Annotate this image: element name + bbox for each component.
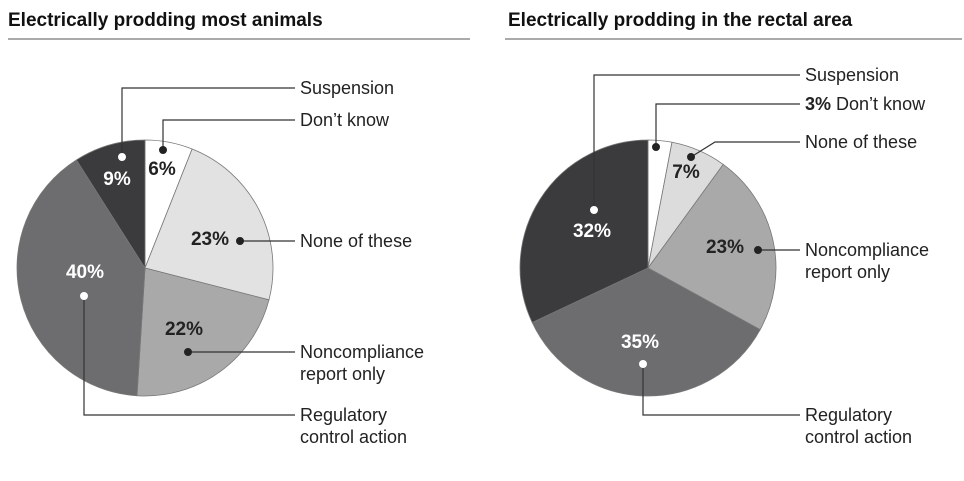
category-label: None of these bbox=[805, 131, 955, 153]
leader-dot bbox=[652, 143, 660, 151]
category-name: Noncompliance report only bbox=[805, 240, 930, 282]
pie-slice bbox=[647, 163, 777, 331]
category-name: Don’t know bbox=[836, 94, 926, 114]
leader-dot bbox=[590, 206, 598, 214]
category-label: Noncompliance report only bbox=[300, 341, 440, 385]
value-label: 32% bbox=[573, 221, 611, 242]
category-name: None of these bbox=[300, 231, 413, 251]
category-name: Suspension bbox=[300, 78, 395, 98]
pie-slice bbox=[531, 267, 761, 397]
leader-dot bbox=[236, 237, 244, 245]
value-label: 23% bbox=[706, 237, 744, 258]
leader-line bbox=[655, 103, 800, 147]
category-label: Don’t know bbox=[300, 109, 440, 131]
category-name: Suspension bbox=[805, 65, 900, 85]
value-label: 35% bbox=[621, 332, 659, 353]
leader-dot bbox=[80, 292, 88, 300]
value-label: 40% bbox=[66, 262, 104, 283]
pie-slice bbox=[144, 148, 274, 301]
value-label: 3% bbox=[805, 94, 832, 114]
leader-line bbox=[690, 141, 800, 158]
value-label: 7% bbox=[672, 162, 700, 183]
category-label: None of these bbox=[300, 230, 440, 252]
category-label: Suspension bbox=[805, 64, 945, 86]
leader-dot bbox=[118, 153, 126, 161]
value-label: 23% bbox=[191, 229, 229, 250]
category-label: Regulatory control action bbox=[805, 404, 915, 448]
leader-dot bbox=[184, 348, 192, 356]
category-name: None of these bbox=[805, 132, 918, 152]
category-label: Regulatory control action bbox=[300, 404, 410, 448]
leader-line bbox=[162, 119, 295, 150]
pie-slice bbox=[136, 267, 270, 397]
category-name: Don’t know bbox=[300, 110, 390, 130]
leader-dot bbox=[639, 360, 647, 368]
value-label: 6% bbox=[148, 159, 176, 180]
chart-title: Electrically prodding in the rectal area bbox=[508, 10, 853, 31]
category-label: 3% Don’t know bbox=[805, 93, 955, 115]
category-name: Noncompliance report only bbox=[300, 342, 425, 384]
leader-line bbox=[121, 87, 295, 157]
leader-dot bbox=[754, 246, 762, 254]
category-label: Noncompliance report only bbox=[805, 239, 945, 283]
leader-line bbox=[83, 296, 295, 416]
leader-line bbox=[642, 364, 800, 416]
category-label: Suspension bbox=[300, 77, 440, 99]
pie-slice bbox=[75, 139, 146, 270]
chart-title: Electrically prodding most animals bbox=[8, 10, 323, 31]
leader-dot bbox=[687, 153, 695, 161]
leader-line bbox=[593, 74, 800, 210]
pie-slice bbox=[519, 139, 649, 324]
pie-slice bbox=[16, 159, 146, 397]
value-label: 22% bbox=[165, 319, 203, 340]
category-name: Regulatory control action bbox=[300, 405, 408, 447]
leader-dot bbox=[159, 146, 167, 154]
value-label: 9% bbox=[103, 169, 131, 190]
category-name: Regulatory control action bbox=[805, 405, 913, 447]
